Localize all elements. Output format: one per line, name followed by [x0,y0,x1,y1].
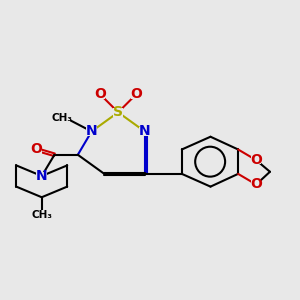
Bar [36,172,47,180]
Text: O: O [31,142,42,157]
Bar [31,145,42,154]
Bar [95,90,105,98]
Bar [113,108,124,117]
Text: O: O [94,87,106,101]
Text: CH₃: CH₃ [31,210,52,220]
Bar [131,90,142,98]
Text: S: S [113,105,123,119]
Text: O: O [250,178,262,191]
Text: CH₃: CH₃ [51,112,72,123]
Bar [140,127,150,136]
Text: O: O [250,153,262,167]
Bar [60,113,70,122]
Bar [86,127,97,136]
Text: N: N [36,169,47,183]
Text: O: O [130,87,142,101]
Text: N: N [139,124,151,138]
Text: N: N [86,124,98,138]
Bar [251,156,262,164]
Bar [251,180,262,189]
Bar [36,210,47,218]
